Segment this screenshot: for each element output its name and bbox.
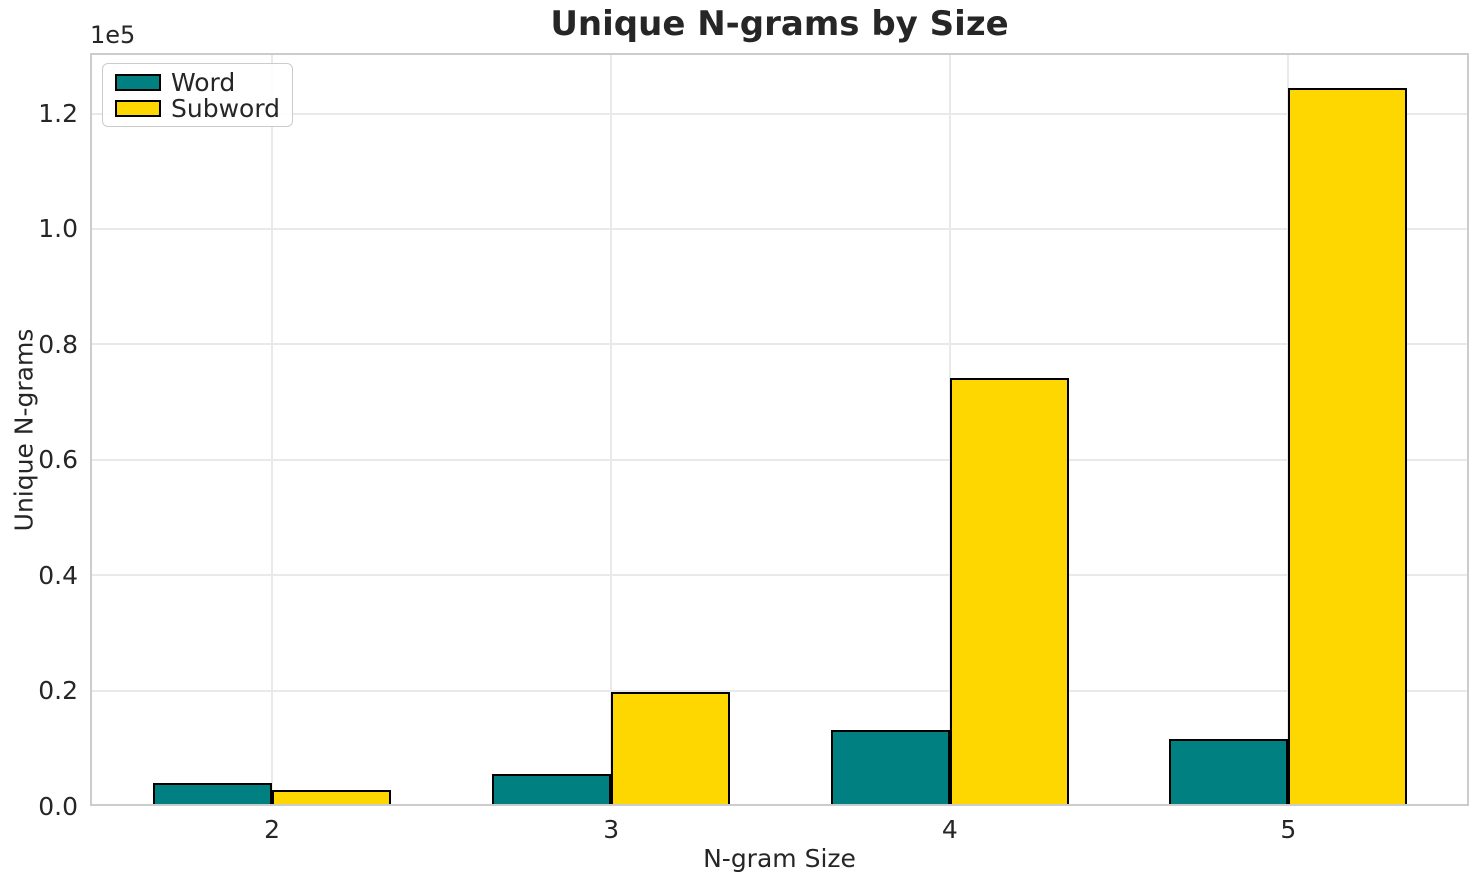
- plot-area: [90, 53, 1469, 806]
- x-axis-label: N-gram Size: [703, 844, 856, 873]
- gridline-horizontal-0.4: [90, 574, 1469, 577]
- x-tick-label-4: 4: [941, 815, 958, 844]
- y-tick-label-0.2: 0.2: [38, 676, 78, 706]
- y-tick-label-0.4: 0.4: [38, 560, 78, 590]
- y-axis-offset-text: 1e5: [90, 21, 136, 49]
- y-tick-label-0.0: 0.0: [38, 791, 78, 821]
- bar-subword-5: [1288, 88, 1408, 806]
- gridline-horizontal-1.0: [90, 227, 1469, 230]
- gridline-horizontal-0.8: [90, 343, 1469, 346]
- gridline-vertical-2: [271, 53, 274, 806]
- y-tick-label-0.6: 0.6: [38, 445, 78, 475]
- bar-word-3: [492, 774, 612, 806]
- legend-entry-word: Word: [115, 67, 280, 97]
- axes-spines: [90, 53, 1469, 806]
- bar-word-2: [153, 782, 273, 806]
- gridline-horizontal-0.6: [90, 458, 1469, 461]
- y-tick-label-1.0: 1.0: [38, 214, 78, 244]
- bar-word-5: [1169, 738, 1289, 806]
- bar-subword-3: [611, 692, 731, 806]
- legend-swatch-word-icon: [115, 73, 161, 91]
- legend-label-subword: Subword: [171, 93, 281, 123]
- x-tick-label-3: 3: [603, 815, 620, 844]
- y-axis-label: Unique N-grams: [9, 328, 39, 532]
- x-tick-label-2: 2: [264, 815, 280, 844]
- bar-subword-4: [949, 377, 1069, 806]
- y-tick-label-1.2: 1.2: [38, 99, 78, 129]
- gridline-horizontal-1.2: [90, 112, 1469, 115]
- legend: Word Subword: [102, 63, 294, 127]
- y-tick-label-0.8: 0.8: [38, 329, 78, 359]
- x-tick-label-5: 5: [1280, 815, 1297, 844]
- legend-entry-subword: Subword: [115, 93, 281, 123]
- legend-swatch-subword-icon: [115, 99, 161, 117]
- bar-subword-2: [272, 790, 392, 806]
- chart-title: Unique N-grams by Size: [550, 4, 1009, 44]
- gridline-horizontal-0.2: [90, 689, 1469, 692]
- gridline-vertical-3: [610, 53, 613, 806]
- legend-label-word: Word: [171, 67, 236, 97]
- bar-word-4: [830, 729, 950, 806]
